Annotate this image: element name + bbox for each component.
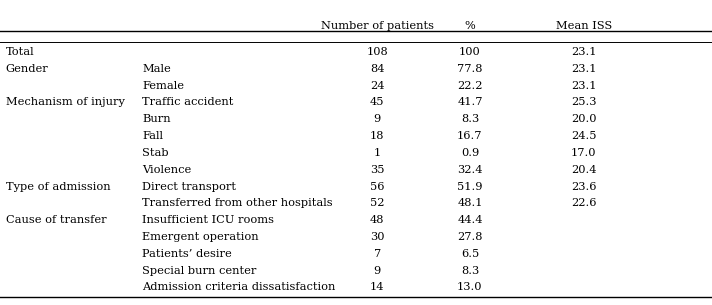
Text: 44.4: 44.4	[457, 215, 483, 225]
Text: Stab: Stab	[142, 148, 169, 158]
Text: 23.1: 23.1	[571, 64, 597, 74]
Text: Female: Female	[142, 81, 184, 91]
Text: 77.8: 77.8	[457, 64, 483, 74]
Text: 56: 56	[370, 181, 384, 192]
Text: 100: 100	[459, 47, 481, 57]
Text: 25.3: 25.3	[571, 98, 597, 107]
Text: 23.6: 23.6	[571, 181, 597, 192]
Text: Admission criteria dissatisfaction: Admission criteria dissatisfaction	[142, 282, 336, 292]
Text: Patients’ desire: Patients’ desire	[142, 249, 232, 259]
Text: 24: 24	[370, 81, 384, 91]
Text: Burn: Burn	[142, 114, 171, 124]
Text: 9: 9	[374, 266, 381, 276]
Text: 9: 9	[374, 114, 381, 124]
Text: 14: 14	[370, 282, 384, 292]
Text: 48: 48	[370, 215, 384, 225]
Text: 48.1: 48.1	[457, 198, 483, 208]
Text: 24.5: 24.5	[571, 131, 597, 141]
Text: Special burn center: Special burn center	[142, 266, 257, 276]
Text: 27.8: 27.8	[457, 232, 483, 242]
Text: Violence: Violence	[142, 165, 192, 175]
Text: 18: 18	[370, 131, 384, 141]
Text: 51.9: 51.9	[457, 181, 483, 192]
Text: 84: 84	[370, 64, 384, 74]
Text: Total: Total	[6, 47, 34, 57]
Text: Traffic accident: Traffic accident	[142, 98, 234, 107]
Text: Direct transport: Direct transport	[142, 181, 236, 192]
Text: Cause of transfer: Cause of transfer	[6, 215, 106, 225]
Text: 0.9: 0.9	[461, 148, 479, 158]
Text: 20.0: 20.0	[571, 114, 597, 124]
Text: Transferred from other hospitals: Transferred from other hospitals	[142, 198, 333, 208]
Text: 1: 1	[374, 148, 381, 158]
Text: 23.1: 23.1	[571, 47, 597, 57]
Text: 30: 30	[370, 232, 384, 242]
Text: Gender: Gender	[6, 64, 48, 74]
Text: Fall: Fall	[142, 131, 163, 141]
Text: 13.0: 13.0	[457, 282, 483, 292]
Text: Mechanism of injury: Mechanism of injury	[6, 98, 125, 107]
Text: 108: 108	[367, 47, 388, 57]
Text: 35: 35	[370, 165, 384, 175]
Text: 17.0: 17.0	[571, 148, 597, 158]
Text: 16.7: 16.7	[457, 131, 483, 141]
Text: Type of admission: Type of admission	[6, 181, 110, 192]
Text: 22.6: 22.6	[571, 198, 597, 208]
Text: 32.4: 32.4	[457, 165, 483, 175]
Text: %: %	[464, 21, 476, 31]
Text: 23.1: 23.1	[571, 81, 597, 91]
Text: Mean ISS: Mean ISS	[555, 21, 612, 31]
Text: Male: Male	[142, 64, 171, 74]
Text: Number of patients: Number of patients	[321, 21, 434, 31]
Text: 6.5: 6.5	[461, 249, 479, 259]
Text: 8.3: 8.3	[461, 114, 479, 124]
Text: 52: 52	[370, 198, 384, 208]
Text: Emergent operation: Emergent operation	[142, 232, 259, 242]
Text: 7: 7	[374, 249, 381, 259]
Text: 22.2: 22.2	[457, 81, 483, 91]
Text: 41.7: 41.7	[457, 98, 483, 107]
Text: Insufficient ICU rooms: Insufficient ICU rooms	[142, 215, 274, 225]
Text: 45: 45	[370, 98, 384, 107]
Text: 8.3: 8.3	[461, 266, 479, 276]
Text: 20.4: 20.4	[571, 165, 597, 175]
